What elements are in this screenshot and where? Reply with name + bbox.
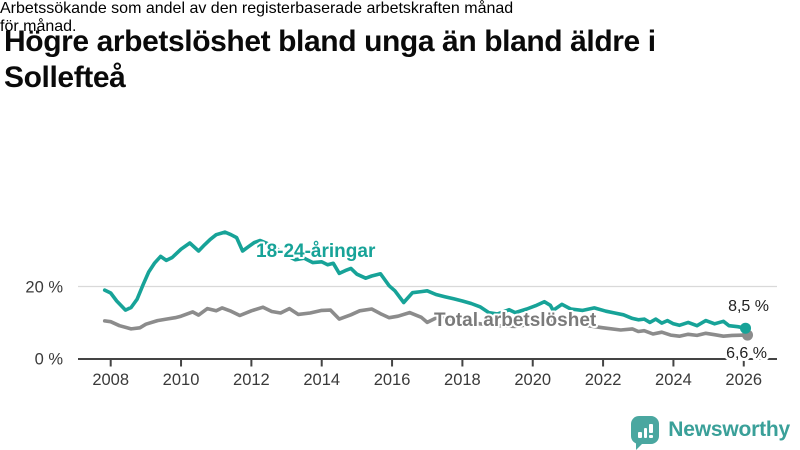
end-value-label-total: 6,6 %: [726, 345, 767, 362]
series-label-youth: 18-24-åringar: [256, 241, 376, 262]
series-label-total: Total arbetslöshet: [434, 310, 597, 331]
x-axis-tick-label: 2008: [92, 371, 129, 389]
x-axis-tick-label: 2020: [514, 371, 551, 389]
bar-chart-glyph: [631, 423, 659, 438]
speech-bubble-tail: [636, 442, 645, 450]
series-line-youth: [102, 230, 748, 330]
end-dot-youth: [740, 322, 752, 334]
x-axis-tick-label: 2024: [655, 371, 692, 389]
unemployment-line-chart: 2008 2010 2012 2014 2016 2018 2020 2022 2024 2026…: [25, 230, 777, 389]
x-axis-tick-label: 2010: [163, 371, 200, 389]
chart-plot-layer: 2008 2010 2012 2014 2016 2018 2020 2022 2024 2026: [78, 230, 777, 389]
end-value-label-youth: 8,5 %: [728, 298, 769, 315]
exclamation-glyph: [649, 423, 653, 438]
x-axis-tick-label: 2022: [585, 371, 622, 389]
title-line-2: Sollefteå: [4, 61, 126, 95]
subtitle-line-1: Arbetssökande som andel av den registerb…: [0, 0, 514, 17]
x-axis-tick-label: 2014: [303, 371, 340, 389]
x-axis-tick-label: 2016: [374, 371, 411, 389]
y-axis-label-0: 0 %: [35, 351, 64, 369]
page-title: Högre arbetslöshet bland unga än bland ä…: [4, 24, 784, 96]
x-axis-tick-label: 2018: [444, 371, 481, 389]
newsworthy-wordmark: Newsworthy: [668, 418, 790, 441]
chart-label-layer: 20 % 0 % 18-24-åringar Total arbetslöshe…: [25, 239, 771, 369]
x-axis-tick-label: 2026: [725, 371, 762, 389]
y-axis-label-20: 20 %: [25, 279, 63, 297]
series-line-total: [102, 305, 748, 338]
x-axis-tick-label: 2012: [233, 371, 270, 389]
newsworthy-logo: Newsworthy: [631, 413, 790, 450]
title-line-1: Högre arbetslöshet bland unga än bland ä…: [4, 25, 656, 59]
subtitle-line-2: för månad.: [0, 18, 77, 35]
newsworthy-speech-bubble-chart-icon: [631, 416, 660, 450]
